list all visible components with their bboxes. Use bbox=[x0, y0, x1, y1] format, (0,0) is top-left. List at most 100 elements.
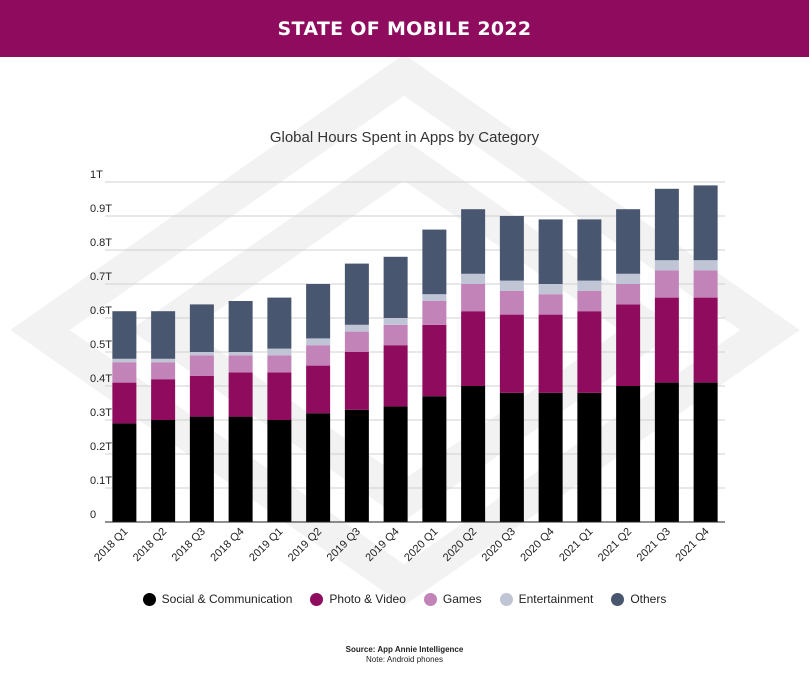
bar-segment bbox=[693, 270, 718, 298]
bar-segment bbox=[267, 355, 292, 373]
bar-segment bbox=[616, 209, 641, 274]
bar-segment bbox=[693, 382, 718, 522]
x-tick-label: 2021 Q1 bbox=[557, 526, 595, 564]
y-tick-label: 0.4T bbox=[90, 373, 112, 385]
bar-segment bbox=[189, 355, 214, 376]
bar-segment bbox=[461, 284, 486, 312]
bar-segment bbox=[267, 348, 292, 356]
y-tick-label: 0.8T bbox=[90, 237, 112, 249]
bar-segment bbox=[577, 392, 602, 522]
y-tick-label: 1T bbox=[90, 169, 103, 181]
bar-segment bbox=[306, 413, 331, 522]
bar-segment bbox=[306, 365, 331, 414]
bar-segment bbox=[422, 229, 447, 295]
y-tick-label: 0.7T bbox=[90, 271, 112, 283]
bar-segment bbox=[306, 284, 331, 339]
bar-segment bbox=[383, 406, 408, 522]
bar-segment bbox=[151, 379, 176, 420]
legend-label-photo-video: Photo & Video bbox=[329, 592, 406, 606]
x-tick-label: 2021 Q4 bbox=[673, 526, 711, 564]
bar-segment bbox=[228, 352, 253, 356]
bar-segment bbox=[383, 318, 408, 325]
bar-segment bbox=[151, 311, 176, 359]
x-tick-label: 2019 Q4 bbox=[363, 526, 401, 564]
source-text: Source: App Annie Intelligence bbox=[345, 645, 464, 654]
bar-segment bbox=[654, 297, 679, 383]
bar-segment bbox=[267, 372, 292, 420]
legend-swatch-photo-video bbox=[310, 592, 324, 606]
bar-segment bbox=[267, 420, 292, 522]
bar-segment bbox=[189, 416, 214, 522]
bar-segment bbox=[461, 209, 486, 274]
bar-segment bbox=[112, 358, 137, 363]
bar-segment bbox=[577, 311, 602, 393]
bar-segment bbox=[151, 358, 176, 363]
bar-segment bbox=[538, 294, 563, 315]
bar-segment bbox=[112, 362, 137, 383]
header-banner: STATE OF MOBILE 2022 bbox=[0, 0, 809, 57]
bar-segment bbox=[538, 219, 563, 284]
bar-segment bbox=[151, 362, 176, 380]
bar-segment bbox=[151, 420, 176, 522]
bar-segment bbox=[267, 297, 292, 349]
bar-segment bbox=[112, 423, 137, 522]
bar-segment bbox=[577, 280, 602, 291]
bar-segment bbox=[654, 260, 679, 271]
bar-segment bbox=[383, 324, 408, 346]
bar-segment bbox=[189, 375, 214, 417]
chart-legend: Social & Communication Photo & Video Gam… bbox=[0, 592, 809, 606]
legend-item-social: Social & Communication bbox=[142, 592, 293, 606]
x-tick-label: 2019 Q3 bbox=[325, 526, 363, 564]
x-tick-label: 2018 Q2 bbox=[131, 526, 169, 564]
bar-segment bbox=[112, 382, 137, 424]
bar-segment bbox=[344, 352, 369, 410]
x-tick-label: 2018 Q1 bbox=[92, 526, 130, 564]
bar-segment bbox=[616, 386, 641, 522]
bar-segment bbox=[693, 185, 718, 261]
note-text: Note: Android phones bbox=[366, 655, 443, 664]
y-tick-label: 0 bbox=[90, 509, 96, 521]
bar-segment bbox=[306, 338, 331, 346]
y-tick-label: 0.6T bbox=[90, 305, 112, 317]
bar-segment bbox=[654, 382, 679, 522]
x-tick-label: 2019 Q1 bbox=[247, 526, 285, 564]
stacked-bar-chart: 0 0.1T 0.2T 0.3T 0.4T 0.5T 0.6T 0.7T 0.8T 0.9T 1T 2… bbox=[90, 169, 725, 564]
bar-segment bbox=[344, 324, 369, 332]
x-tick-label: 2020 Q3 bbox=[480, 526, 518, 564]
y-tick-label: 0.5T bbox=[90, 339, 112, 351]
bar-segment bbox=[693, 297, 718, 383]
bar-segment bbox=[499, 290, 524, 315]
bar-segment bbox=[228, 416, 253, 522]
bar-segment bbox=[654, 188, 679, 261]
bar-segment bbox=[344, 409, 369, 522]
bar-segment bbox=[189, 352, 214, 356]
chart-title: Global Hours Spent in Apps by Category bbox=[269, 129, 540, 146]
x-tick-label: 2021 Q2 bbox=[596, 526, 634, 564]
legend-item-others: Others bbox=[611, 592, 666, 606]
page-title: STATE OF MOBILE 2022 bbox=[277, 17, 532, 40]
bar-segment bbox=[344, 331, 369, 352]
y-tick-label: 0.2T bbox=[90, 441, 112, 453]
legend-swatch-entertainment bbox=[499, 592, 513, 606]
legend-swatch-others bbox=[611, 592, 625, 606]
bar-segment bbox=[538, 284, 563, 295]
bar-segment bbox=[616, 284, 641, 305]
bar-segment bbox=[461, 386, 486, 522]
bar-segment bbox=[693, 260, 718, 271]
bar-segment bbox=[616, 273, 641, 284]
bar-segment bbox=[577, 290, 602, 312]
legend-label-social: Social & Communication bbox=[161, 592, 293, 606]
bar-segment bbox=[422, 396, 447, 522]
x-tick-label: 2020 Q1 bbox=[402, 526, 440, 564]
legend-item-photo-video: Photo & Video bbox=[310, 592, 406, 606]
bar-segment bbox=[383, 345, 408, 407]
x-tick-label: 2021 Q3 bbox=[635, 526, 673, 564]
bar-segment bbox=[383, 256, 408, 318]
bar-segment bbox=[228, 372, 253, 417]
bar-segment bbox=[422, 301, 447, 325]
legend-swatch-social bbox=[142, 592, 156, 606]
bar-segment bbox=[189, 304, 214, 352]
bar-segment bbox=[344, 263, 369, 325]
bar-segment bbox=[499, 314, 524, 393]
x-tick-label: 2019 Q2 bbox=[286, 526, 324, 564]
